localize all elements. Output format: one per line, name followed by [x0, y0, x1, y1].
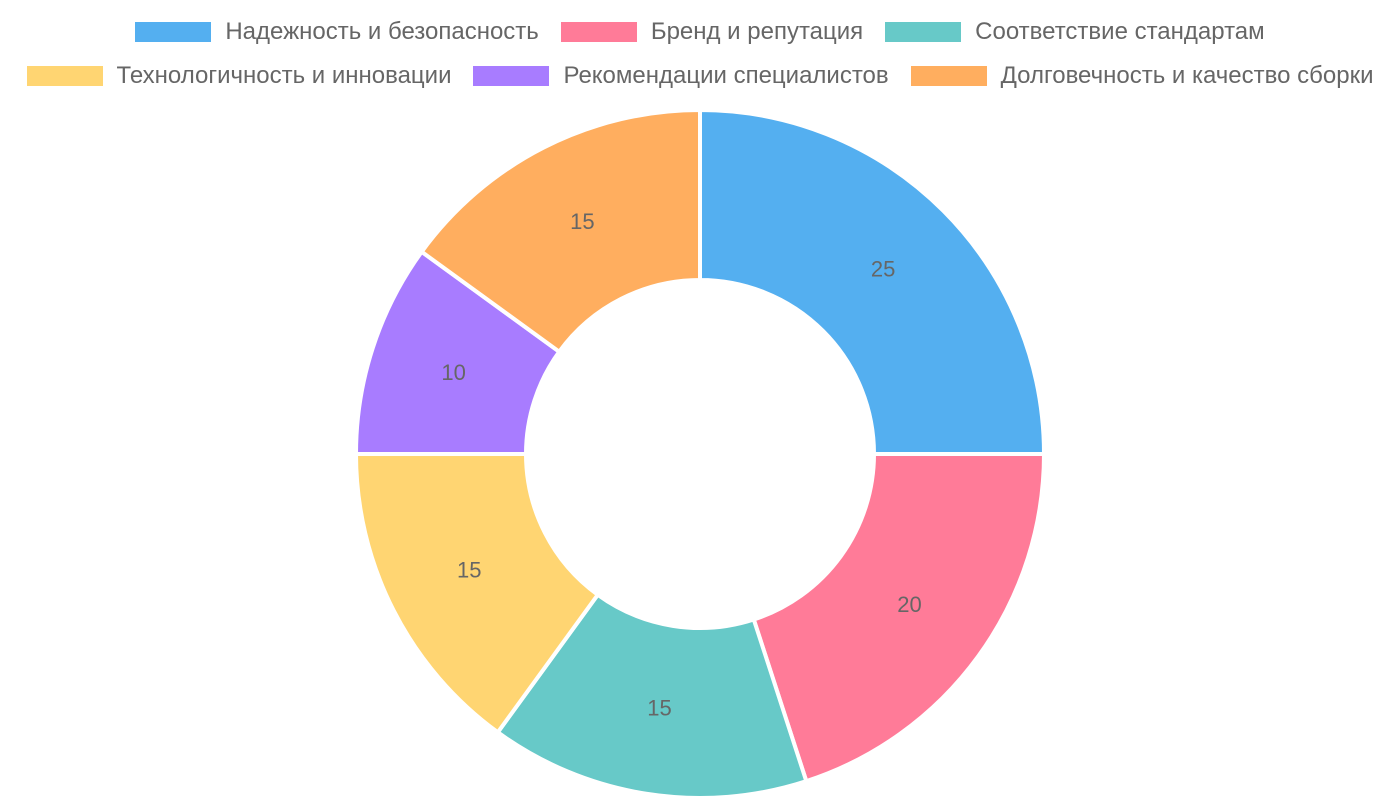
slice-value-label: 10	[441, 360, 465, 385]
donut-slice[interactable]	[751, 452, 1047, 784]
donut-slice[interactable]	[353, 452, 601, 736]
legend-item[interactable]: Рекомендации специалистов	[473, 61, 889, 91]
legend-label: Надежность и безопасность	[225, 18, 539, 45]
legend-row: Технологичность и инновации Рекомендации …	[0, 61, 1400, 91]
slice-value-label: 20	[897, 592, 921, 617]
donut-slice[interactable]	[418, 107, 702, 355]
legend-item[interactable]: Технологичность и инновации	[26, 61, 452, 91]
legend-swatch	[26, 66, 103, 86]
legend-swatch	[910, 66, 987, 86]
legend-label: Бренд и репутация	[650, 18, 864, 45]
slice-value-label: 15	[570, 209, 594, 234]
donut-slice[interactable]	[698, 107, 1047, 456]
slice-value-label: 25	[871, 257, 895, 282]
donut-slice[interactable]	[495, 591, 809, 800]
legend-swatch	[885, 22, 962, 42]
legend-label: Долговечность и качество сборки	[1000, 62, 1374, 89]
legend-item[interactable]: Долговечность и качество сборки	[910, 61, 1374, 91]
legend-label: Технологичность и инновации	[116, 62, 452, 89]
legend-item[interactable]: Бренд и репутация	[560, 17, 864, 47]
legend-row: Надежность и безопасность Бренд и репутац…	[0, 17, 1400, 47]
legend-swatch	[135, 22, 212, 42]
legend-label: Рекомендации специалистов	[563, 62, 889, 89]
legend-item[interactable]: Соответствие стандартам	[885, 17, 1265, 47]
legend-item[interactable]: Надежность и безопасность	[135, 17, 539, 47]
legend-swatch	[560, 22, 637, 42]
slice-value-label: 15	[647, 696, 671, 721]
legend-swatch	[473, 66, 550, 86]
legend-label: Соответствие стандартам	[975, 18, 1265, 45]
slice-value-label: 15	[457, 557, 481, 582]
